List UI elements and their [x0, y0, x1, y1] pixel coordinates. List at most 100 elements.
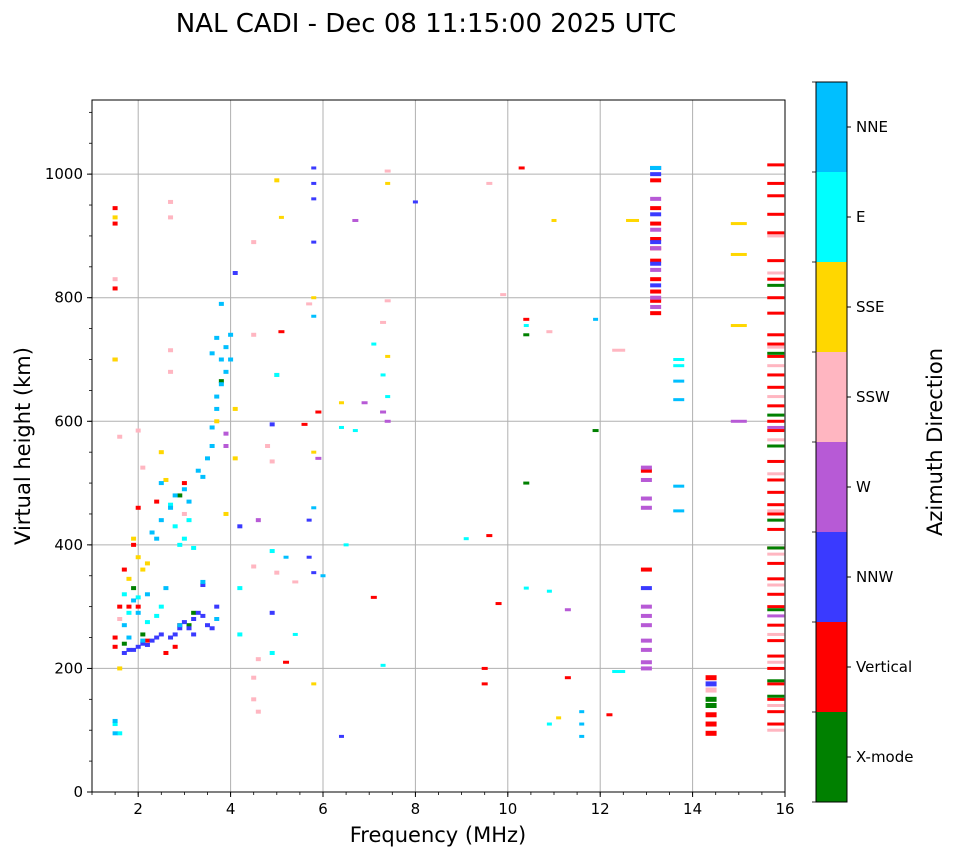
- data-point: [338, 401, 344, 405]
- data-point: [546, 330, 553, 334]
- data-point: [144, 638, 150, 643]
- x-tick-label: 10: [498, 800, 517, 818]
- colorbar-segment: [816, 352, 847, 442]
- data-point: [767, 234, 785, 238]
- data-point: [650, 172, 662, 177]
- data-point: [767, 608, 785, 612]
- data-point: [767, 351, 785, 355]
- data-point: [352, 429, 358, 433]
- data-point: [251, 332, 257, 337]
- data-point: [168, 369, 174, 374]
- data-point: [384, 299, 391, 303]
- data-point: [140, 632, 146, 637]
- data-point: [320, 574, 326, 578]
- data-point: [269, 459, 275, 464]
- data-point: [181, 487, 187, 492]
- data-point: [135, 555, 141, 560]
- data-point: [650, 261, 662, 266]
- colorbar-tick-label: X-mode: [856, 748, 913, 766]
- data-point: [237, 586, 243, 591]
- data-point: [117, 731, 123, 736]
- data-point: [606, 713, 613, 717]
- data-point: [301, 422, 308, 426]
- data-point: [626, 218, 640, 222]
- data-point: [650, 267, 662, 272]
- data-point: [131, 536, 137, 541]
- series-x-mode: [121, 283, 785, 708]
- x-tick-label: 14: [683, 800, 702, 818]
- data-point: [650, 277, 662, 282]
- data-point: [112, 731, 118, 736]
- data-point: [380, 410, 387, 414]
- data-point: [650, 212, 662, 217]
- data-point: [292, 580, 299, 584]
- colorbar-tick-label: W: [856, 478, 871, 496]
- colorbar: X-mode Vertical NNW W SSW SSE E NNE: [812, 81, 913, 803]
- data-point: [650, 258, 662, 263]
- x-tick-label: 2: [133, 800, 143, 818]
- data-point: [546, 589, 552, 593]
- data-point: [311, 296, 317, 300]
- data-point: [673, 379, 685, 383]
- data-point: [767, 212, 785, 216]
- data-point: [767, 342, 785, 346]
- data-point: [481, 682, 488, 686]
- data-point: [612, 670, 626, 674]
- data-point: [592, 429, 599, 433]
- data-point: [481, 666, 488, 670]
- data-point: [650, 237, 662, 242]
- x-tick-label: 16: [775, 800, 794, 818]
- grid-lines: [92, 100, 785, 792]
- data-point: [121, 623, 127, 628]
- data-point: [640, 496, 652, 501]
- data-point: [767, 438, 785, 442]
- data-point: [117, 617, 123, 621]
- data-point: [232, 271, 238, 275]
- data-point: [640, 567, 652, 572]
- data-point: [370, 595, 377, 599]
- data-point: [311, 197, 317, 201]
- data-point: [168, 505, 174, 510]
- data-point: [117, 604, 123, 609]
- data-point: [556, 716, 562, 720]
- data-point: [149, 530, 155, 535]
- data-point: [283, 555, 289, 559]
- y-tick-label: 600: [54, 412, 83, 430]
- data-point: [112, 215, 118, 220]
- data-point: [223, 431, 229, 436]
- data-point: [223, 444, 229, 448]
- data-point: [168, 215, 174, 220]
- data-point: [186, 499, 192, 504]
- data-point: [112, 277, 118, 282]
- data-point: [126, 604, 132, 609]
- series-e: [112, 324, 685, 736]
- y-tick-label: 400: [54, 536, 83, 554]
- data-point: [311, 240, 317, 244]
- data-point: [486, 534, 493, 538]
- data-point: [186, 626, 192, 631]
- data-point: [135, 428, 141, 433]
- colorbar-tick-label: Vertical: [856, 658, 912, 676]
- data-point: [181, 511, 187, 516]
- data-point: [269, 610, 275, 615]
- data-point: [338, 734, 344, 738]
- data-point: [177, 623, 183, 628]
- data-point: [767, 632, 785, 636]
- data-point: [218, 301, 224, 306]
- data-point: [564, 608, 571, 612]
- data-point: [154, 635, 160, 640]
- data-point: [163, 650, 169, 655]
- data-point: [200, 579, 206, 584]
- colorbar-segment: [816, 442, 847, 532]
- data-point: [181, 481, 187, 486]
- data-point: [385, 395, 391, 399]
- data-point: [673, 358, 685, 361]
- data-point: [228, 357, 234, 362]
- data-point: [214, 394, 220, 399]
- data-point: [486, 181, 493, 185]
- data-point: [767, 552, 785, 556]
- data-point: [269, 650, 275, 655]
- data-point: [640, 666, 652, 671]
- data-point: [112, 722, 118, 727]
- data-point: [278, 330, 285, 334]
